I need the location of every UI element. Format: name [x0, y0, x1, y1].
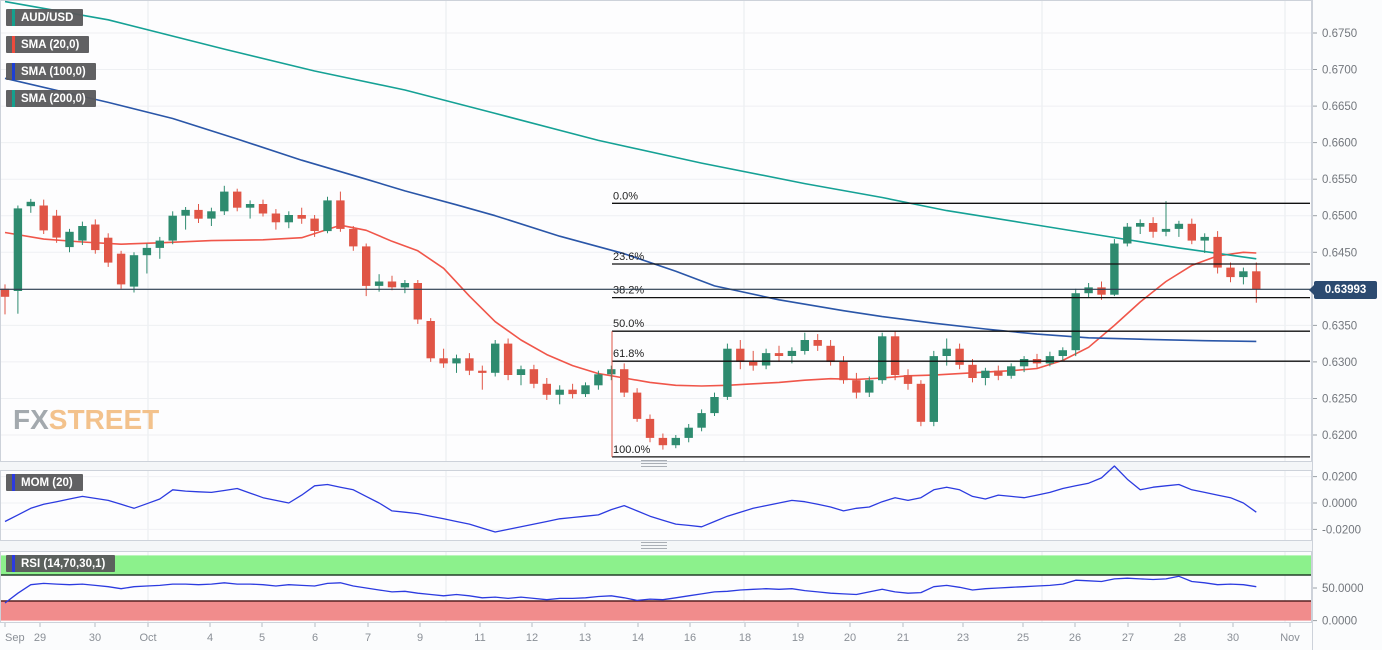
svg-text:-0.0200: -0.0200 [1322, 524, 1361, 536]
svg-text:0.6450: 0.6450 [1322, 247, 1357, 259]
svg-text:14: 14 [632, 632, 644, 644]
mom-indicator-badge[interactable]: MOM (20) [6, 474, 83, 491]
series-color-swatch [12, 90, 15, 107]
svg-text:30: 30 [89, 632, 101, 644]
svg-text:Oct: Oct [139, 632, 156, 644]
svg-text:4: 4 [207, 632, 213, 644]
svg-text:0.0%: 0.0% [613, 190, 638, 202]
svg-text:19: 19 [792, 632, 804, 644]
last-price-badge: 0.63993 [1309, 281, 1377, 299]
svg-text:0.6500: 0.6500 [1322, 211, 1357, 223]
svg-text:7: 7 [365, 632, 371, 644]
last-price-value: 0.63993 [1324, 284, 1367, 296]
svg-text:5: 5 [259, 632, 265, 644]
panel-resize-handle[interactable] [641, 460, 667, 467]
svg-text:0.6350: 0.6350 [1322, 320, 1357, 332]
svg-text:0.0200: 0.0200 [1322, 472, 1357, 484]
legend-item-audusd[interactable]: AUD/USD [6, 9, 84, 26]
legend-label: SMA (200,0) [21, 92, 86, 105]
svg-text:25: 25 [1017, 632, 1029, 644]
legend-label: SMA (100,0) [21, 65, 86, 78]
svg-text:26: 26 [1069, 632, 1081, 644]
legend-label: AUD/USD [21, 11, 74, 24]
svg-text:16: 16 [684, 632, 696, 644]
legend-item-sma200[interactable]: SMA (200,0) [6, 90, 96, 107]
series-color-swatch [12, 36, 15, 53]
series-color-swatch [12, 63, 15, 80]
svg-text:0.6600: 0.6600 [1322, 138, 1357, 150]
svg-text:23: 23 [957, 632, 969, 644]
svg-text:50.0000: 50.0000 [1322, 583, 1364, 595]
svg-text:38.2%: 38.2% [613, 285, 644, 297]
svg-text:6: 6 [312, 632, 318, 644]
mom-indicator-label: MOM (20) [21, 476, 73, 489]
svg-text:18: 18 [739, 632, 751, 644]
svg-text:0.6200: 0.6200 [1322, 430, 1357, 442]
fxstreet-watermark: FXSTREET [13, 404, 160, 435]
svg-text:29: 29 [34, 632, 46, 644]
svg-text:50.0%: 50.0% [613, 318, 644, 330]
svg-text:28: 28 [1174, 632, 1186, 644]
legend-item-sma20[interactable]: SMA (20,0) [6, 36, 90, 53]
legend-item-sma100[interactable]: SMA (100,0) [6, 63, 96, 80]
svg-text:0.6550: 0.6550 [1322, 174, 1357, 186]
svg-text:30: 30 [1227, 632, 1239, 644]
svg-text:9: 9 [417, 632, 423, 644]
svg-text:100.0%: 100.0% [613, 444, 651, 456]
svg-text:23.6%: 23.6% [613, 251, 644, 263]
panel-resize-handle[interactable] [641, 542, 667, 549]
svg-text:0.6650: 0.6650 [1322, 101, 1357, 113]
svg-text:21: 21 [897, 632, 909, 644]
series-color-swatch [12, 9, 15, 26]
svg-text:0.6300: 0.6300 [1322, 357, 1357, 369]
series-color-swatch [12, 474, 15, 491]
svg-text:0.0000: 0.0000 [1322, 498, 1357, 510]
legend-label: SMA (20,0) [21, 38, 80, 51]
svg-text:27: 27 [1122, 632, 1134, 644]
svg-text:0.0000: 0.0000 [1322, 616, 1357, 628]
series-color-swatch [12, 555, 15, 572]
rsi-indicator-badge[interactable]: RSI (14,70,30,1) [6, 555, 116, 572]
svg-text:11: 11 [474, 632, 485, 644]
svg-text:Sep: Sep [5, 632, 25, 644]
svg-text:0.6700: 0.6700 [1322, 65, 1357, 77]
svg-text:Nov: Nov [1280, 632, 1300, 644]
svg-text:13: 13 [579, 632, 591, 644]
svg-text:20: 20 [844, 632, 856, 644]
svg-text:0.6750: 0.6750 [1322, 28, 1357, 40]
rsi-indicator-label: RSI (14,70,30,1) [21, 557, 106, 570]
svg-text:61.8%: 61.8% [613, 348, 644, 360]
svg-text:12: 12 [526, 632, 538, 644]
svg-text:0.6250: 0.6250 [1322, 394, 1357, 406]
